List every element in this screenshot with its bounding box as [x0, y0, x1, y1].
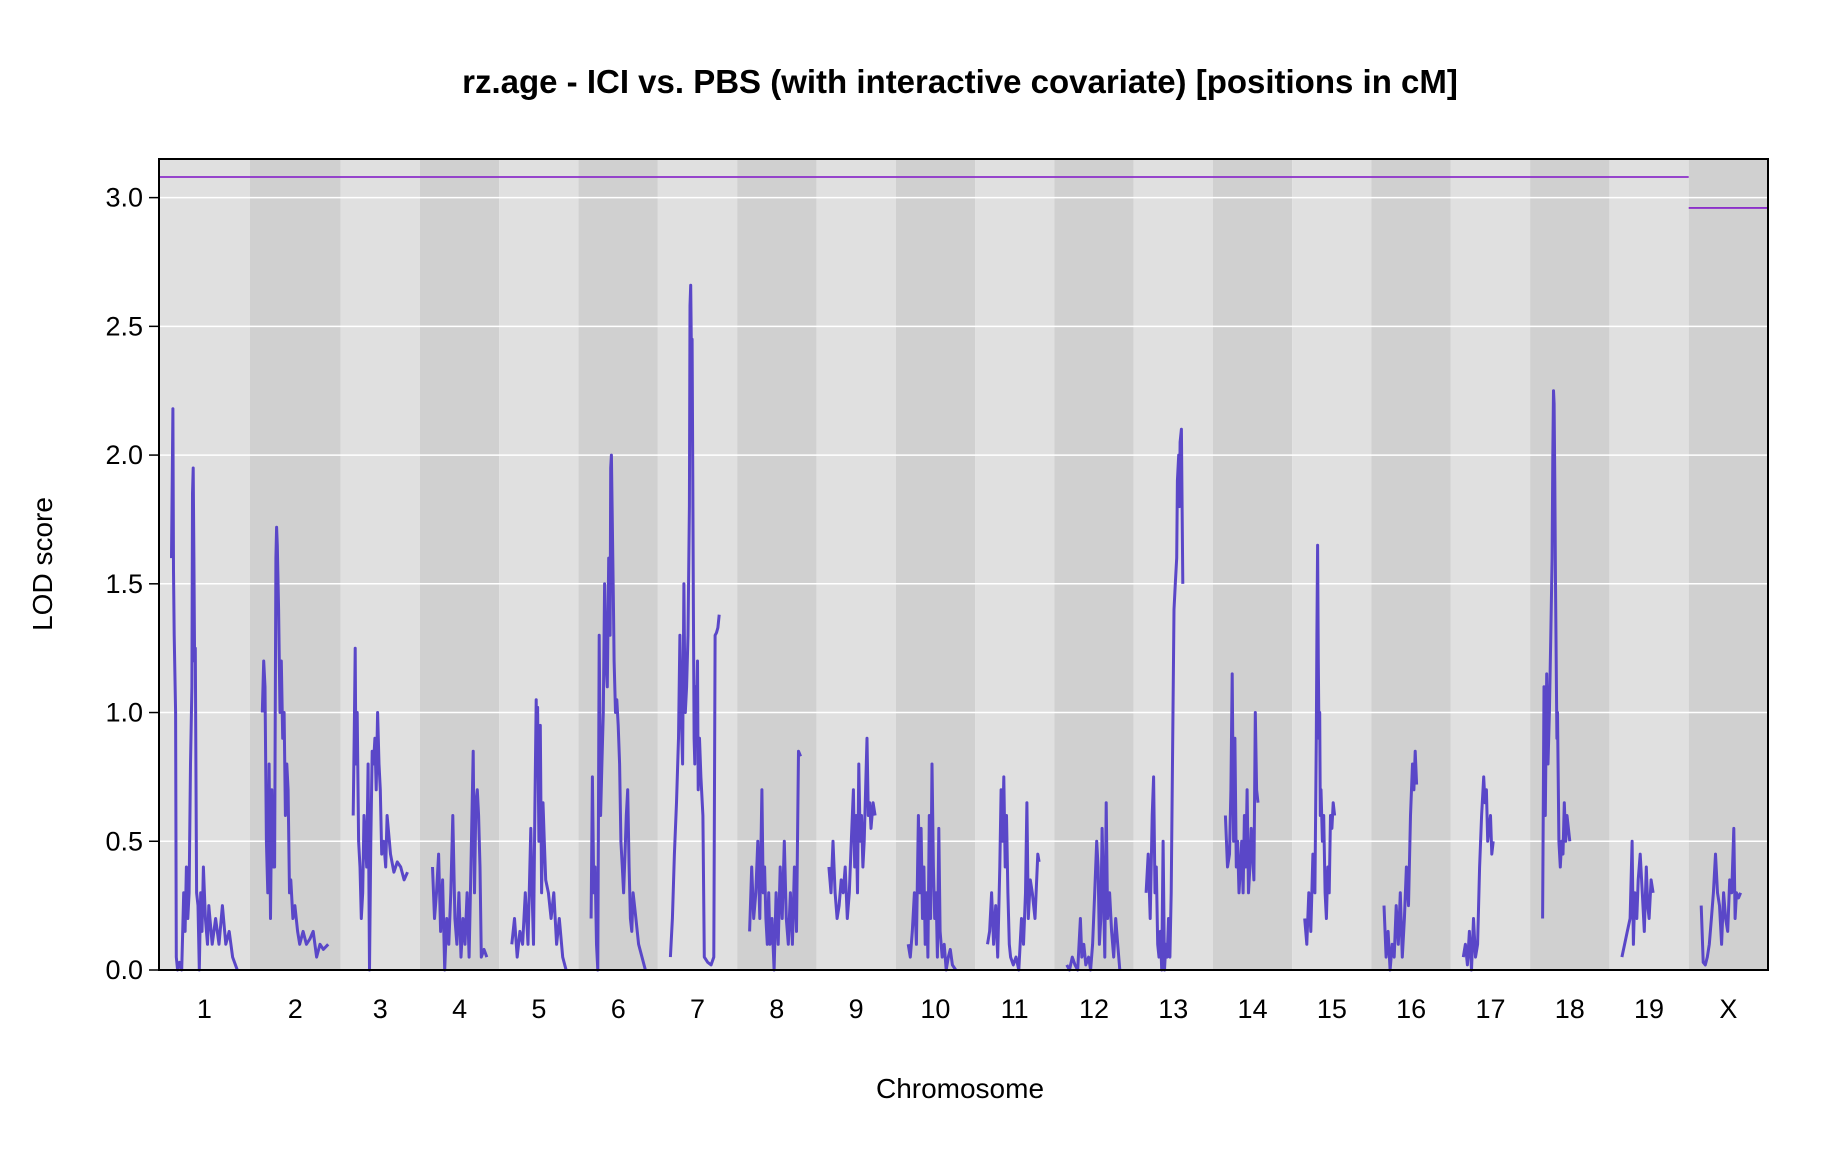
lod-line-chr-15 — [1303, 543, 1337, 946]
lod-line-chr-4 — [431, 749, 489, 972]
lod-line-chr-17 — [1461, 775, 1495, 972]
lod-line-chr-9 — [827, 736, 877, 920]
x-tick-label-10: 10 — [920, 994, 950, 1024]
x-tick-label-6: 6 — [611, 994, 626, 1024]
chromosome-band-5 — [499, 159, 579, 970]
x-tick-label-16: 16 — [1396, 994, 1426, 1024]
lod-line-chr-2 — [260, 525, 330, 959]
chromosome-band-X — [1688, 159, 1768, 970]
x-tick-label-13: 13 — [1158, 994, 1188, 1024]
lod-line-chr-13 — [1144, 427, 1185, 972]
lod-line-chr-19 — [1620, 839, 1655, 958]
y-tick-label-0.5: 0.5 — [105, 826, 143, 856]
x-tick-label-7: 7 — [690, 994, 705, 1024]
x-tick-label-14: 14 — [1238, 994, 1268, 1024]
x-tick-label-9: 9 — [849, 994, 864, 1024]
x-tick-label-17: 17 — [1475, 994, 1505, 1024]
chromosome-band-11 — [975, 159, 1055, 970]
x-tick-label-X: X — [1719, 994, 1737, 1024]
lod-line-chr-6 — [589, 453, 647, 972]
chromosome-band-15 — [1292, 159, 1372, 970]
chromosome-band-13 — [1133, 159, 1213, 970]
lod-line-chr-7 — [668, 283, 721, 967]
plot-frame — [158, 158, 1769, 971]
chromosome-band-12 — [1054, 159, 1134, 970]
x-tick-label-3: 3 — [373, 994, 388, 1024]
plot-area: 0.00.51.01.52.02.53.01 2 3 4 5 6 7 8 9 10 11 12 13 14… — [105, 158, 1769, 1024]
lod-line-chr-X — [1699, 826, 1742, 967]
x-tick-label-12: 12 — [1079, 994, 1109, 1024]
lod-line-chr-8 — [748, 749, 802, 972]
lod-line-chr-14 — [1223, 672, 1260, 895]
lod-line-chr-1 — [170, 407, 239, 972]
y-tick-label-2.0: 2.0 — [105, 440, 143, 470]
y-tick-label-2.5: 2.5 — [105, 311, 143, 341]
lod-line-chr-3 — [351, 646, 409, 972]
y-tick-label-0.0: 0.0 — [105, 955, 143, 985]
x-axis-label: Chromosome — [876, 1073, 1044, 1104]
lod-line-chr-5 — [510, 698, 568, 971]
x-tick-label-19: 19 — [1634, 994, 1664, 1024]
chromosome-band-4 — [419, 159, 500, 970]
chromosome-band-7 — [657, 159, 738, 970]
y-tick-label-3.0: 3.0 — [105, 183, 143, 213]
x-tick-label-5: 5 — [531, 994, 546, 1024]
x-tick-label-15: 15 — [1317, 994, 1347, 1024]
lod-line-chr-11 — [986, 775, 1041, 972]
lod-line-chr-18 — [1541, 389, 1572, 919]
chromosome-band-8 — [737, 159, 817, 970]
x-tick-label-2: 2 — [288, 994, 303, 1024]
x-tick-label-4: 4 — [452, 994, 467, 1024]
lod-line-chr-16 — [1382, 749, 1419, 972]
chromosome-band-10 — [895, 159, 976, 970]
x-tick-label-18: 18 — [1555, 994, 1585, 1024]
y-tick-label-1.5: 1.5 — [105, 569, 143, 599]
chromosome-band-2 — [249, 159, 341, 970]
chart-title: rz.age - ICI vs. PBS (with interactive c… — [462, 63, 1458, 100]
y-tick-label-1.0: 1.0 — [105, 698, 143, 728]
x-tick-label-8: 8 — [769, 994, 784, 1024]
x-tick-label-11: 11 — [1001, 994, 1029, 1024]
lod-line-chr-12 — [1065, 801, 1122, 972]
lod-line-chr-10 — [906, 762, 958, 972]
x-tick-label-1: 1 — [197, 994, 212, 1024]
chromosome-band-19 — [1609, 159, 1689, 970]
y-axis-label: LOD score — [27, 497, 58, 631]
